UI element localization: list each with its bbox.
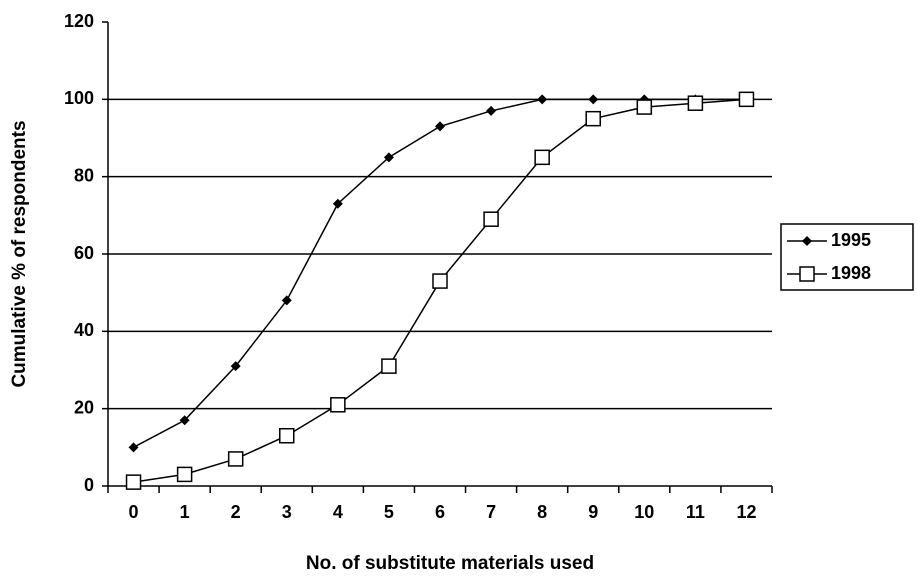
x-tick-label: 5 (384, 502, 394, 522)
y-tick-label: 80 (74, 165, 94, 185)
marker (383, 152, 394, 163)
marker (330, 397, 346, 413)
y-tick-label: 60 (74, 243, 94, 263)
y-tick-label: 40 (74, 320, 94, 340)
marker (799, 266, 815, 282)
marker (279, 427, 295, 444)
marker (687, 95, 704, 111)
marker (738, 91, 755, 108)
marker (537, 94, 548, 105)
x-tick-label: 8 (537, 502, 547, 522)
x-tick-label: 6 (435, 502, 445, 522)
marker (435, 121, 445, 132)
x-tick-label: 11 (686, 502, 705, 522)
y-tick-label: 100 (64, 88, 94, 108)
x-tick-label: 12 (736, 502, 756, 522)
marker (483, 211, 499, 227)
marker (588, 94, 599, 105)
marker (486, 105, 497, 116)
y-tick-label: 0 (84, 475, 94, 495)
marker (585, 110, 601, 127)
y-tick-label: 20 (74, 397, 94, 417)
x-tick-label: 10 (634, 502, 654, 522)
x-tick-label: 3 (282, 502, 292, 522)
x-tick-label: 2 (231, 502, 241, 522)
x-tick-label: 9 (588, 502, 598, 522)
legend-label: 1995 (831, 230, 871, 250)
marker (125, 474, 142, 490)
marker (332, 198, 343, 209)
y-axis-label: Cumulative % of respondents (9, 120, 30, 387)
x-tick-label: 7 (486, 502, 496, 522)
marker (432, 273, 448, 289)
marker (176, 466, 193, 483)
marker (636, 99, 653, 115)
marker (230, 361, 241, 372)
marker (227, 451, 244, 467)
marker (179, 415, 190, 426)
marker (802, 236, 812, 246)
series-line (133, 98, 747, 483)
marker (381, 358, 397, 374)
marker (281, 295, 292, 306)
x-axis-label: No. of substitute materials used (306, 553, 594, 574)
y-tick-label: 120 (64, 11, 94, 31)
x-tick-label: 0 (129, 502, 139, 522)
marker (534, 149, 550, 166)
x-tick-label: 1 (180, 502, 190, 522)
x-tick-label: 4 (333, 502, 343, 522)
marker (128, 442, 139, 453)
legend-label: 1998 (831, 263, 871, 283)
